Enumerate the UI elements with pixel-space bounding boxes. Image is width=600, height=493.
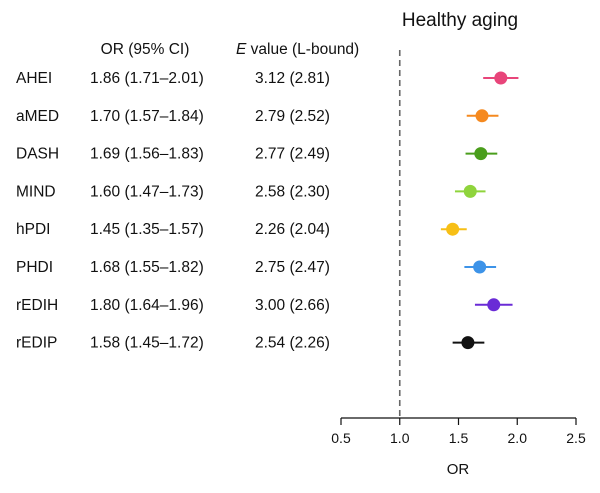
point-estimate — [461, 336, 475, 350]
or-ci-value: 1.80 (1.64–1.96) — [90, 297, 204, 314]
row-label: rEDIP — [16, 335, 57, 352]
e-value: 2.77 (2.49) — [255, 146, 330, 163]
row-redih: rEDIH 1.80 (1.64–1.96) 3.00 (2.66) — [16, 297, 513, 314]
row-label: PHDI — [16, 259, 53, 276]
e-value-header-e: E — [236, 41, 247, 58]
or-column-header: OR (95% CI) — [101, 41, 190, 58]
point-estimate — [487, 298, 501, 312]
row-label: DASH — [16, 146, 59, 163]
row-phdi: PHDI 1.68 (1.55–1.82) 2.75 (2.47) — [16, 259, 497, 276]
e-value: 2.75 (2.47) — [255, 259, 330, 276]
e-value: 2.26 (2.04) — [255, 221, 330, 238]
x-tick-label: 2.0 — [508, 430, 528, 446]
e-value-header-rest: value (L-bound) — [246, 41, 359, 58]
or-ci-value: 1.86 (1.71–2.01) — [90, 70, 204, 87]
row-label: AHEI — [16, 70, 52, 87]
or-ci-value: 1.60 (1.47–1.73) — [90, 183, 204, 200]
row-label: rEDIH — [16, 297, 58, 314]
e-value-column-header: E value (L-bound) — [236, 41, 359, 58]
e-value: 3.12 (2.81) — [255, 70, 330, 87]
x-axis: 0.5 1.0 1.5 2.0 2.5 — [331, 417, 586, 446]
x-tick-label: 1.5 — [449, 430, 469, 446]
point-estimate — [494, 71, 508, 85]
row-label: MIND — [16, 183, 56, 200]
or-ci-value: 1.70 (1.57–1.84) — [90, 108, 204, 125]
point-estimate — [446, 222, 460, 236]
or-ci-value: 1.68 (1.55–1.82) — [90, 259, 204, 276]
or-ci-value: 1.69 (1.56–1.83) — [90, 146, 204, 163]
row-label: hPDI — [16, 221, 50, 238]
row-redip: rEDIP 1.58 (1.45–1.72) 2.54 (2.26) — [16, 335, 485, 352]
x-tick-label: 1.0 — [390, 430, 410, 446]
row-hpdi: hPDI 1.45 (1.35–1.57) 2.26 (2.04) — [16, 221, 467, 238]
point-estimate — [475, 109, 489, 123]
row-amed: aMED 1.70 (1.57–1.84) 2.79 (2.52) — [16, 108, 499, 125]
e-value: 2.54 (2.26) — [255, 335, 330, 352]
rows-layer: AHEI 1.86 (1.71–2.01) 3.12 (2.81) aMED 1.70 … — [16, 70, 519, 352]
row-mind: MIND 1.60 (1.47–1.73) 2.58 (2.30) — [16, 183, 486, 200]
e-value: 3.00 (2.66) — [255, 297, 330, 314]
or-ci-value: 1.45 (1.35–1.57) — [90, 221, 204, 238]
point-estimate — [463, 184, 477, 198]
point-estimate — [474, 147, 488, 161]
x-axis-label: OR — [447, 461, 470, 478]
row-label: aMED — [16, 108, 59, 125]
or-ci-value: 1.58 (1.45–1.72) — [90, 335, 204, 352]
point-estimate — [473, 260, 487, 274]
e-value: 2.58 (2.30) — [255, 183, 330, 200]
x-tick-label: 2.5 — [566, 430, 586, 446]
e-value: 2.79 (2.52) — [255, 108, 330, 125]
row-ahei: AHEI 1.86 (1.71–2.01) 3.12 (2.81) — [16, 70, 519, 87]
chart-title: Healthy aging — [402, 10, 518, 31]
row-dash: DASH 1.69 (1.56–1.83) 2.77 (2.49) — [16, 146, 498, 163]
x-tick-label: 0.5 — [331, 430, 351, 446]
